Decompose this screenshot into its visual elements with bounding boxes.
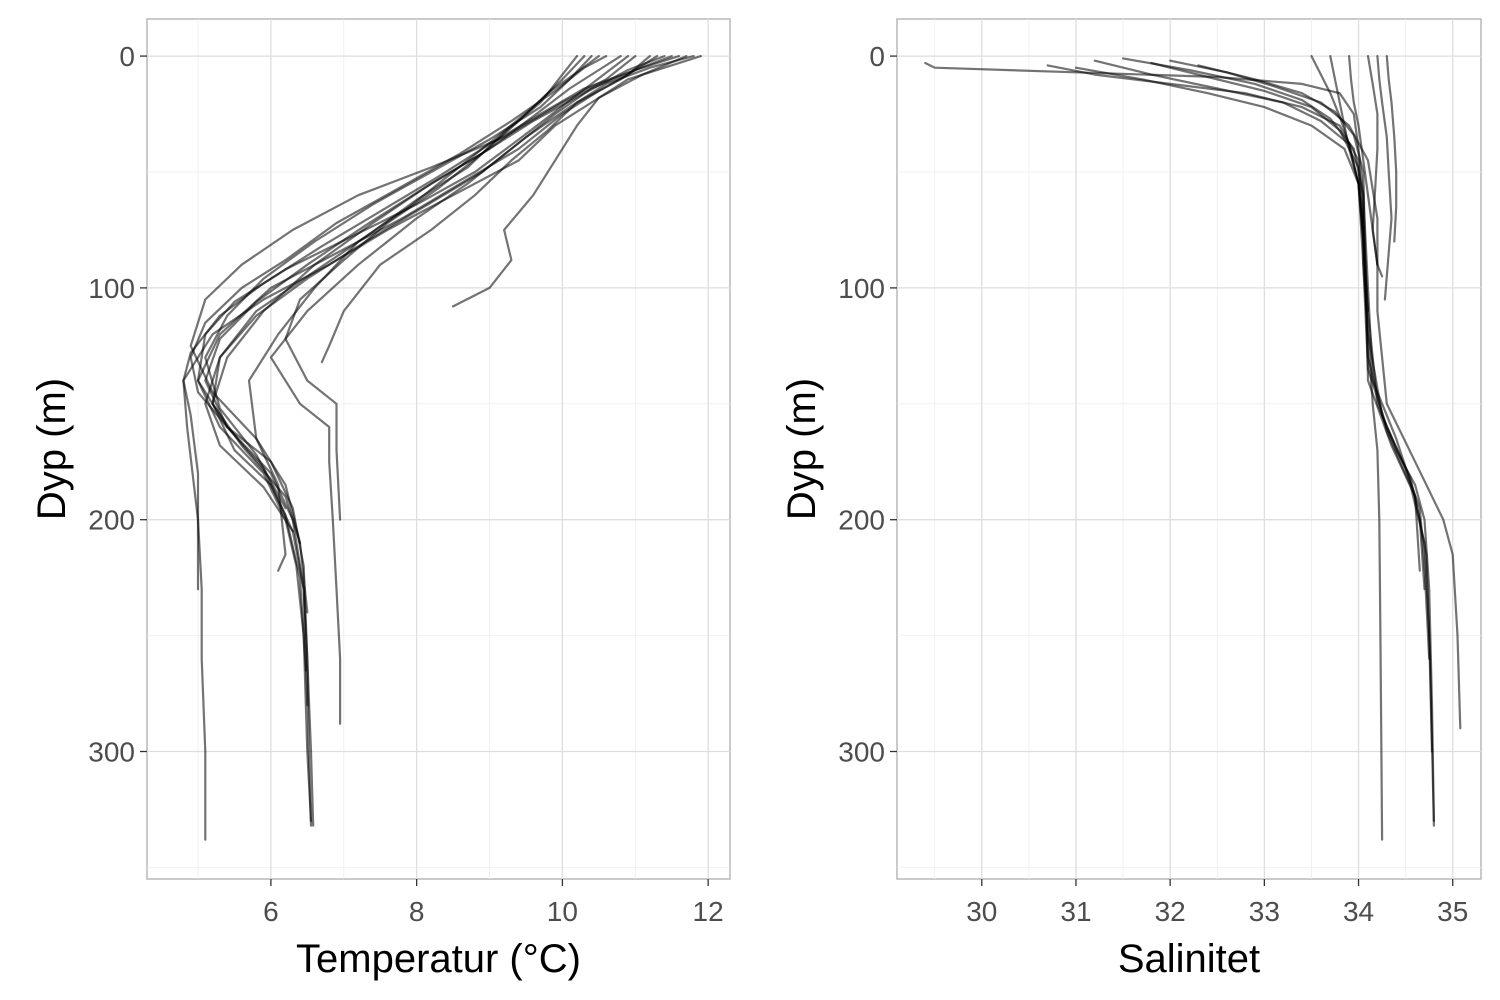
temperature-y-tick-label: 0 (119, 41, 135, 72)
temperature-y-tick-label: 200 (88, 505, 135, 536)
temperature-y-tick-label: 300 (88, 737, 135, 768)
salinity-y-tick-label: 200 (838, 505, 885, 536)
salinity-x-tick-label: 32 (1155, 896, 1186, 927)
temperature-profile-line-15 (204, 55, 593, 510)
salinity-panel: 30 31 32 33 34 35 0 100 200 300 (838, 18, 1482, 927)
temperature-profile-line-11 (182, 55, 673, 591)
temperature-profile-line-14 (204, 55, 695, 533)
salinity-profile-line-11 (1197, 64, 1435, 827)
salinity-y-tick-label: 100 (838, 273, 885, 304)
salinity-plot-area (896, 18, 1482, 880)
salinity-x-tick-label: 31 (1060, 896, 1091, 927)
salinity-x-axis-title: Salinitet (1118, 937, 1260, 981)
temperature-panel: 6 8 10 12 0 100 200 300 (88, 18, 731, 927)
temperature-profile-line-6 (247, 55, 586, 572)
temperature-profile-line-7 (452, 55, 688, 308)
salinity-profile-line-13 (1310, 55, 1365, 231)
salinity-profile-line-14 (1366, 55, 1379, 266)
salinity-profile-line-8 (1385, 55, 1398, 243)
temperature-x-axis-title: Temperatur (°C) (296, 937, 581, 981)
temperature-x-tick-label: 8 (409, 896, 425, 927)
temperature-profile-line-5 (320, 55, 659, 364)
salinity-y-tick-label: 300 (838, 737, 885, 768)
salinity-profile-line-7 (1376, 55, 1393, 301)
temperature-y-axis-title: Dyp (m) (30, 378, 74, 520)
temperature-profile-line-8 (189, 55, 608, 827)
temperature-profile-line-13 (196, 55, 630, 707)
salinity-x-tick-label: 30 (966, 896, 997, 927)
temperature-profile-line-16 (204, 55, 666, 672)
salinity-x-tick-label: 33 (1249, 896, 1280, 927)
salinity-x-tick-label: 35 (1437, 896, 1468, 927)
salinity-x-tick-label: 34 (1343, 896, 1374, 927)
temperature-y-tick-label: 100 (88, 273, 135, 304)
temperature-x-tick-label: 6 (263, 896, 279, 927)
temperature-profile-line-4 (269, 55, 681, 725)
temperature-x-tick-label: 10 (547, 896, 578, 927)
temperature-profile-line-9 (189, 55, 637, 614)
salinity-y-tick-label: 0 (869, 41, 885, 72)
salinity-y-axis-title: Dyp (m) (780, 378, 824, 520)
temperature-x-tick-label: 12 (693, 896, 724, 927)
